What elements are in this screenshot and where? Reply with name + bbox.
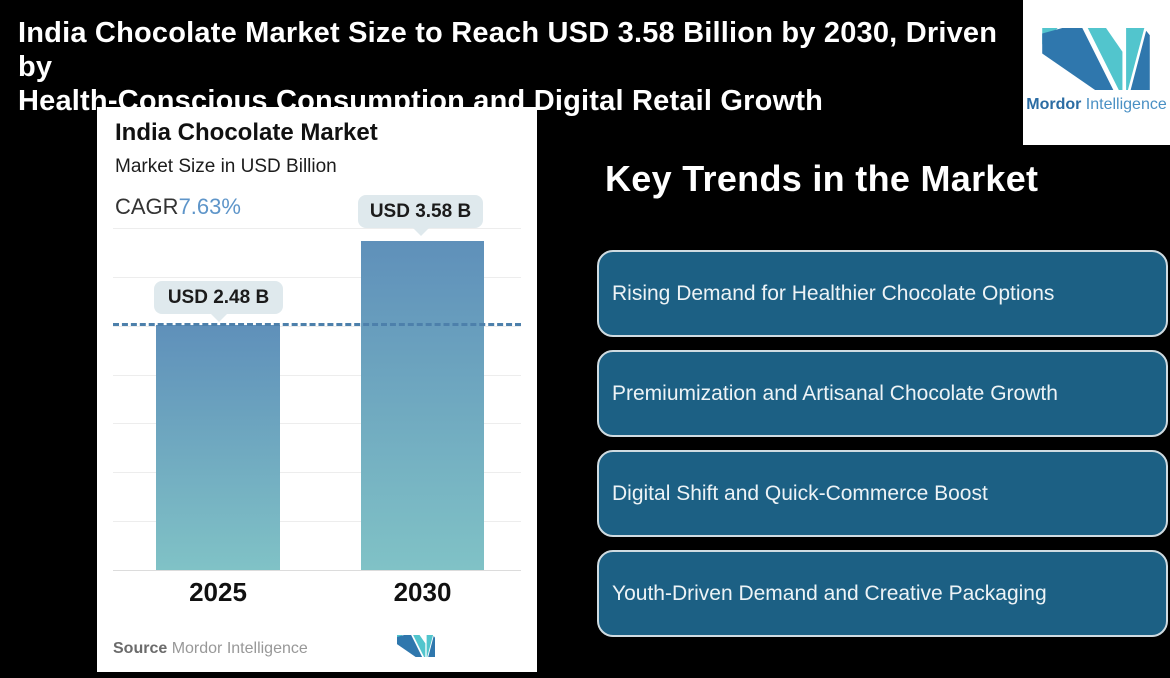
- x-tick-2030: 2030: [393, 577, 452, 607]
- mordor-intelligence-mark-small-icon: [397, 635, 435, 657]
- data-label-2030: USD 3.58 B: [358, 195, 483, 236]
- gridline: [113, 423, 521, 424]
- gridline: [113, 228, 521, 229]
- reference-dashed-line: [113, 323, 521, 326]
- bar-chart-plot-area: USD 2.48 B USD 3.58 B: [113, 195, 521, 571]
- bar-2030: [361, 241, 484, 570]
- source-value: Mordor Intelligence: [171, 640, 308, 657]
- trend-card-1: Rising Demand for Healthier Chocolate Op…: [597, 250, 1168, 337]
- source-label: Source: [113, 640, 168, 657]
- mordor-intelligence-mark-icon: [1042, 28, 1150, 90]
- trends-heading: Key Trends in the Market: [605, 158, 1039, 199]
- x-axis-baseline: [113, 570, 521, 571]
- chart-title: India Chocolate Market: [115, 119, 378, 146]
- gridline: [113, 277, 521, 278]
- brand-name-light: Intelligence: [1085, 96, 1167, 113]
- gridline: [113, 521, 521, 522]
- bar-2025: [156, 325, 280, 570]
- trend-card-4: Youth-Driven Demand and Creative Packagi…: [597, 550, 1168, 637]
- cagr-row: CAGR7.63%: [115, 194, 241, 220]
- gridline: [113, 375, 521, 376]
- chart-subtitle: Market Size in USD Billion: [115, 156, 337, 177]
- brand-name: Mordor Intelligence: [1023, 96, 1170, 114]
- cagr-value: 7.63%: [178, 194, 241, 219]
- trend-card-3-label: Digital Shift and Quick-Commerce Boost: [612, 481, 988, 505]
- trend-card-1-label: Rising Demand for Healthier Chocolate Op…: [612, 281, 1055, 305]
- gridline: [113, 472, 521, 473]
- page-title-line1: India Chocolate Market Size to Reach USD…: [18, 17, 998, 83]
- brand-logo: Mordor Intelligence: [1023, 0, 1170, 145]
- gridline: [113, 326, 521, 327]
- chart-card: India Chocolate Market Market Size in US…: [97, 107, 537, 672]
- cagr-label: CAGR: [115, 194, 179, 219]
- trend-card-2: Premiumization and Artisanal Chocolate G…: [597, 350, 1168, 437]
- page-title: India Chocolate Market Size to Reach USD…: [18, 16, 1008, 118]
- trend-card-3: Digital Shift and Quick-Commerce Boost: [597, 450, 1168, 537]
- data-label-2025: USD 2.48 B: [154, 281, 283, 322]
- trend-card-4-label: Youth-Driven Demand and Creative Packagi…: [612, 581, 1047, 605]
- source-attribution: Source Mordor Intelligence: [113, 640, 308, 658]
- brand-name-bold: Mordor: [1026, 96, 1082, 113]
- trend-card-2-label: Premiumization and Artisanal Chocolate G…: [612, 381, 1058, 405]
- x-tick-2025: 2025: [189, 577, 247, 607]
